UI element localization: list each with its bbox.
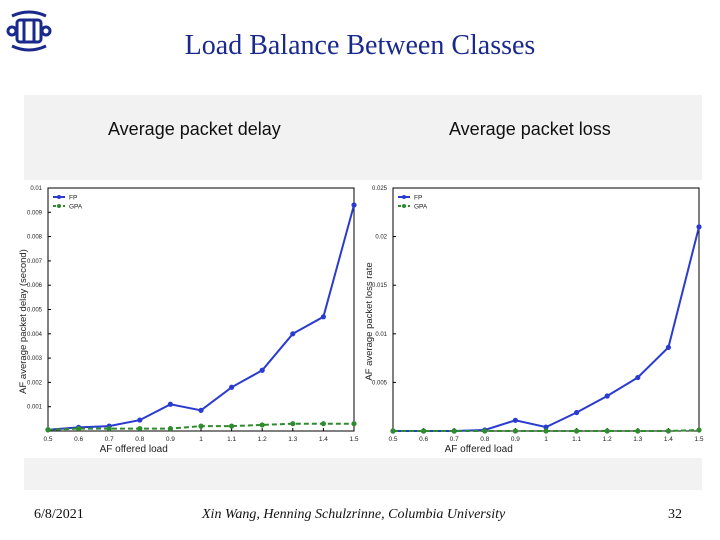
x-tick-label: 0.9	[511, 436, 520, 443]
footer-date: 6/8/2021	[34, 507, 84, 522]
legend-label-gpa: GPA	[69, 204, 83, 211]
y-tick-label: 0.02	[375, 235, 387, 241]
data-point-gpa	[604, 428, 610, 434]
data-point-fp	[635, 374, 641, 381]
data-point-gpa	[167, 425, 173, 432]
y-tick-label: 0.008	[27, 235, 43, 241]
chart-title-delay: Average packet delay	[108, 119, 281, 139]
x-tick-label: 0.7	[105, 436, 114, 443]
x-tick-label: 1.2	[258, 436, 267, 443]
data-point-gpa	[76, 425, 82, 432]
x-tick-label: 0.9	[166, 436, 175, 443]
y-tick-label: 0.007	[27, 259, 43, 265]
x-tick-label: 0.8	[135, 436, 144, 443]
y-tick-label: 0.004	[27, 332, 43, 338]
data-point-gpa	[574, 428, 580, 434]
x-axis-label: AF offered load	[445, 444, 513, 455]
y-axis-label: AF average packet delay (second)	[18, 249, 29, 394]
x-tick-label: 0.6	[74, 436, 83, 443]
series-line-fp	[47, 204, 355, 431]
data-point-gpa	[259, 422, 265, 428]
data-point-fp	[229, 384, 235, 390]
y-tick-label: 0.01	[375, 332, 387, 338]
loss-chart: 0.005 0.01 0.015 0.02 0.025 0.5 0.6 0.7 0.8 0.9 1 1…	[360, 180, 712, 458]
chart-title-loss: Average packet loss	[449, 119, 611, 139]
data-point-gpa	[696, 427, 702, 433]
x-tick-label: 0.8	[480, 436, 489, 443]
y-tick-label: 0.025	[372, 186, 388, 192]
y-tick-label: 0.005	[27, 308, 43, 314]
data-point-gpa	[320, 421, 326, 427]
data-point-fp	[290, 331, 296, 337]
y-tick-label: 0.005	[372, 380, 388, 386]
data-point-gpa	[543, 428, 549, 434]
x-tick-label: 1	[544, 436, 548, 443]
x-tick-label: 1.3	[633, 436, 642, 443]
x-tick-label: 1.5	[349, 436, 358, 443]
data-point-gpa	[351, 421, 357, 427]
x-tick-label: 0.5	[43, 436, 52, 443]
footer-author: Xin Wang, Henning Schulzrinne, Columbia …	[202, 507, 506, 522]
data-point-fp	[198, 407, 204, 413]
data-point-gpa	[512, 428, 518, 434]
footer-page-number: 32	[668, 507, 682, 522]
series-line-fp	[393, 226, 700, 432]
data-point-fp	[512, 417, 518, 423]
x-tick-label: 1.1	[572, 436, 581, 443]
x-tick-label: 0.7	[450, 436, 459, 443]
delay-chart: 0.001 0.002 0.003 0.004 0.005 0.006 0.007 0.008…	[14, 180, 360, 458]
columbia-logo-icon	[6, 10, 52, 52]
data-point-gpa	[45, 427, 51, 433]
y-tick-label: 0.01	[30, 186, 42, 192]
y-tick-label: 0.006	[27, 283, 43, 289]
legend-label-gpa: GPA	[414, 204, 428, 211]
legend-label-fp: FP	[414, 195, 422, 202]
legend-marker-fp	[402, 195, 406, 199]
x-tick-label: 1.3	[288, 436, 297, 443]
data-point-gpa	[290, 421, 296, 427]
data-point-gpa	[635, 428, 641, 434]
plot-frame	[47, 187, 355, 432]
y-tick-label: 0.001	[27, 405, 43, 411]
data-point-fp	[320, 314, 326, 320]
data-point-gpa	[421, 428, 427, 434]
data-point-gpa	[390, 428, 396, 434]
x-tick-label: 1.4	[664, 436, 673, 443]
data-point-fp	[351, 202, 357, 208]
x-tick-label: 1	[199, 436, 203, 443]
data-point-gpa	[106, 425, 112, 432]
data-point-fp	[167, 401, 173, 407]
x-tick-label: 0.5	[388, 436, 397, 443]
x-tick-label: 0.6	[419, 436, 428, 443]
data-point-fp	[665, 344, 671, 351]
x-tick-label: 1.4	[319, 436, 328, 443]
y-tick-label: 0.009	[27, 210, 43, 216]
x-tick-label: 1.1	[227, 436, 236, 443]
data-point-fp	[259, 367, 265, 373]
data-point-gpa	[665, 428, 671, 434]
data-point-gpa	[137, 425, 143, 432]
data-point-fp	[696, 224, 702, 230]
legend-label-fp: FP	[69, 195, 77, 202]
data-point-gpa	[198, 423, 204, 429]
y-tick-label: 0.002	[27, 380, 43, 386]
data-point-gpa	[229, 423, 235, 429]
data-point-gpa	[451, 428, 457, 434]
data-point-gpa	[482, 428, 488, 434]
data-point-fp	[543, 424, 549, 430]
data-point-fp	[574, 409, 580, 416]
y-tick-label: 0.003	[27, 356, 43, 362]
legend-marker-fp	[57, 195, 61, 199]
x-tick-label: 1.5	[694, 436, 703, 443]
y-axis-label: AF average packet loss rate	[364, 262, 375, 380]
legend-marker-gpa	[57, 204, 61, 208]
data-point-fp	[137, 417, 143, 423]
y-tick-label: 0.015	[372, 283, 388, 289]
x-tick-label: 1.2	[603, 436, 612, 443]
legend-marker-gpa	[402, 204, 406, 208]
slide-title: Load Balance Between Classes	[184, 30, 536, 61]
x-axis-label: AF offered load	[100, 444, 168, 455]
data-point-fp	[604, 393, 610, 399]
plot-frame	[392, 187, 700, 432]
